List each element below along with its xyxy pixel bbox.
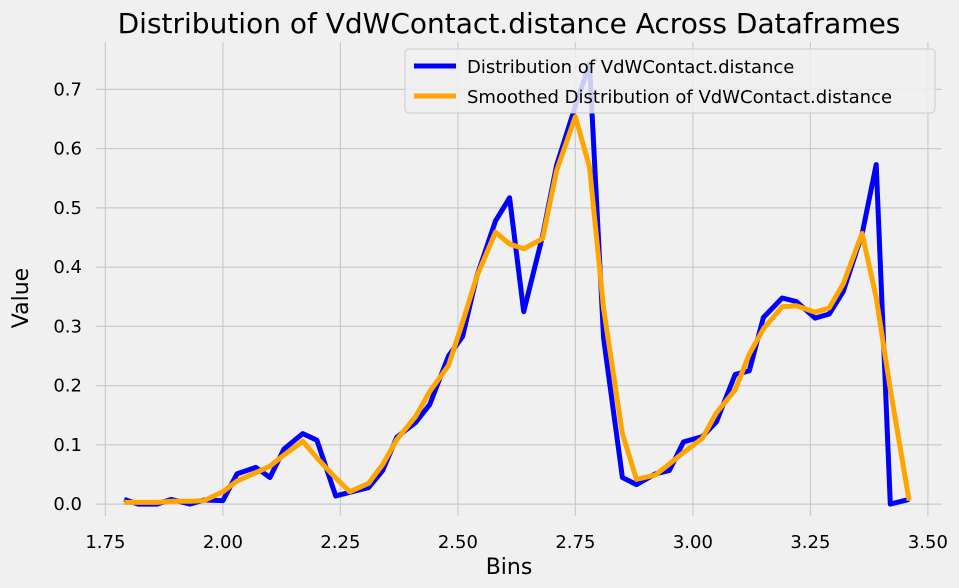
plot-area: [96, 42, 942, 516]
y-tick-label: 0.2: [53, 376, 82, 397]
y-axis-label: Value: [9, 268, 34, 328]
x-tick-label: 2.50: [438, 532, 478, 553]
legend: Distribution of VdWContact.distance Smoo…: [404, 48, 936, 114]
y-tick-label: 0.6: [53, 139, 82, 160]
grid: [96, 42, 942, 516]
y-tick-label: 0.7: [53, 79, 82, 100]
x-axis-label: Bins: [486, 555, 533, 580]
legend-box: [404, 48, 936, 114]
x-tick-label: 2.25: [320, 532, 360, 553]
y-tick-label: 0.0: [53, 494, 82, 515]
y-axis-ticks: 0.0 0.1 0.2 0.3 0.4 0.5 0.6 0.7: [53, 79, 82, 515]
x-tick-label: 2.00: [203, 532, 243, 553]
x-tick-label: 1.75: [85, 532, 125, 553]
legend-label-distribution: Distribution of VdWContact.distance: [467, 57, 794, 78]
y-tick-label: 0.4: [53, 257, 82, 278]
y-tick-label: 0.5: [53, 198, 82, 219]
y-tick-label: 0.1: [53, 435, 82, 456]
x-tick-label: 3.50: [908, 532, 948, 553]
series-line-smoothed: [124, 114, 912, 505]
legend-label-smoothed: Smoothed Distribution of VdWContact.dist…: [467, 87, 892, 108]
series-layer: [123, 61, 912, 507]
x-tick-label: 3.00: [673, 532, 713, 553]
y-tick-label: 0.3: [53, 316, 82, 337]
x-tick-label: 3.25: [790, 532, 830, 553]
x-axis-ticks: 1.75 2.00 2.25 2.50 2.75 3.00 3.25 3.50: [85, 532, 948, 553]
x-tick-label: 2.75: [555, 532, 595, 553]
chart-title: Distribution of VdWContact.distance Acro…: [118, 7, 901, 40]
